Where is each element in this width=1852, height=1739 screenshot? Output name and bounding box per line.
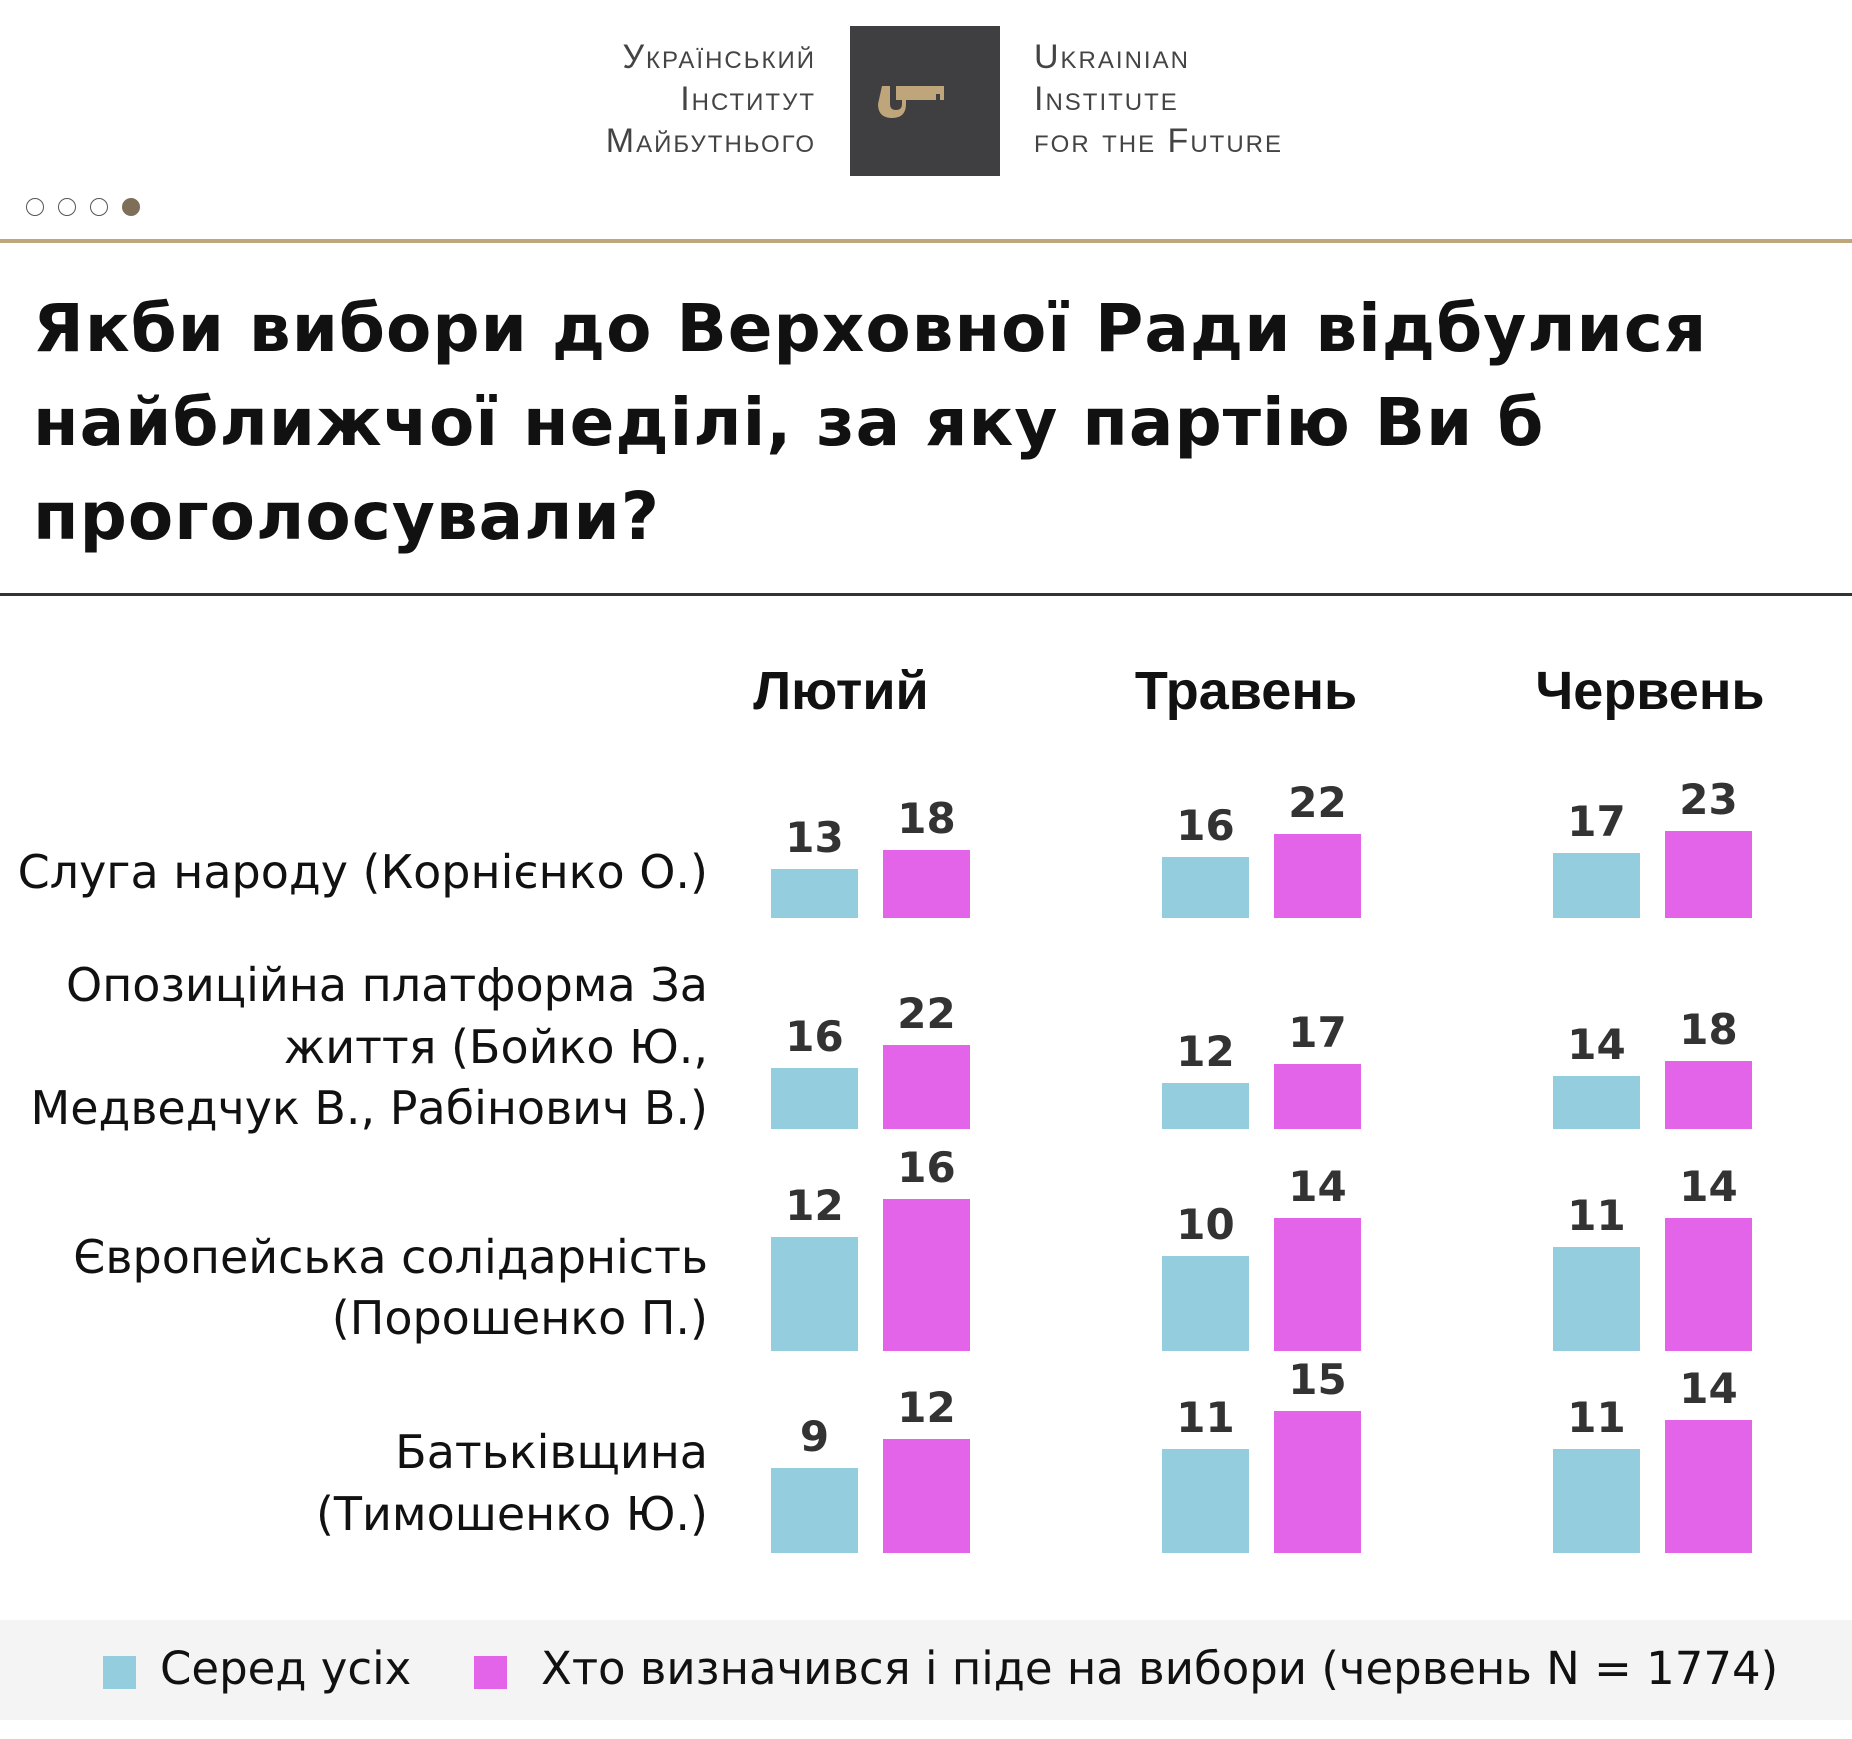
pager-dot-2[interactable] <box>58 198 76 216</box>
data-label: 12 <box>785 1181 844 1230</box>
category-label: Медведчук В., Рабінович В.) <box>30 1081 708 1135</box>
logo-line: Український <box>622 38 816 76</box>
data-label: 11 <box>1567 1392 1626 1442</box>
group-header: Червень <box>1535 661 1765 721</box>
legend-swatch-decided <box>474 1656 507 1689</box>
category-label: (Тимошенко Ю.) <box>315 1487 708 1541</box>
logo-text-ua: Український Інститут Майбутнього <box>606 36 816 162</box>
bar <box>771 1237 858 1351</box>
bar <box>771 1068 858 1129</box>
data-label: 22 <box>897 989 956 1039</box>
pager-dot-3[interactable] <box>90 198 108 216</box>
page-title: Якби вибори до Верховної Ради відбулися … <box>33 290 1708 555</box>
logo-line: Інститут <box>680 80 816 118</box>
category-label: життя (Бойко Ю., <box>283 1020 708 1074</box>
data-label: 10 <box>1176 1200 1235 1249</box>
data-label: 16 <box>785 1012 844 1062</box>
bar <box>1274 1410 1361 1553</box>
bar <box>1274 1064 1361 1129</box>
legend <box>0 1620 1852 1720</box>
legend-swatch-all <box>103 1656 136 1689</box>
bar <box>1162 1448 1249 1553</box>
data-label: 18 <box>1679 1004 1738 1054</box>
bar <box>771 868 858 918</box>
bar <box>771 1467 858 1553</box>
bar <box>883 1045 970 1129</box>
bar <box>1162 1083 1249 1129</box>
data-label: 23 <box>1679 774 1738 824</box>
data-label: 16 <box>897 1143 956 1192</box>
bar <box>1162 857 1249 918</box>
bar <box>883 1199 970 1351</box>
data-label: 12 <box>1176 1027 1235 1077</box>
logo-text-en: Ukrainian Institute for the Future <box>1034 36 1283 162</box>
category-label: Батьківщина <box>395 1425 708 1479</box>
bar <box>1553 1246 1640 1351</box>
category-label: Європейська солідарність <box>73 1230 708 1284</box>
data-label: 14 <box>1567 1019 1626 1069</box>
data-label: 14 <box>1288 1162 1347 1211</box>
divider <box>0 239 1852 243</box>
bar <box>1665 1420 1752 1553</box>
category-label: Опозиційна платформа За <box>66 958 708 1012</box>
bar <box>1665 1218 1752 1351</box>
bar <box>883 1439 970 1553</box>
data-label: 15 <box>1288 1354 1347 1404</box>
data-label: 9 <box>799 1411 830 1461</box>
data-label: 11 <box>1176 1392 1235 1442</box>
bar <box>1665 1060 1752 1129</box>
bar <box>1162 1256 1249 1351</box>
data-label: 13 <box>785 812 844 862</box>
bar <box>1274 834 1361 918</box>
bar <box>1665 830 1752 918</box>
group-header: Лютий <box>753 661 929 721</box>
divider <box>0 593 1852 596</box>
pager-dot-4-active[interactable] <box>122 198 140 216</box>
logo-line: for the Future <box>1034 122 1283 160</box>
logo-key-icon <box>850 26 1000 176</box>
logo-line: Майбутнього <box>605 122 816 160</box>
logo-line: Institute <box>1034 80 1179 118</box>
data-label: 14 <box>1679 1364 1738 1413</box>
data-label: 22 <box>1288 778 1347 828</box>
data-label: 14 <box>1679 1162 1738 1211</box>
bar <box>1553 1075 1640 1129</box>
pager-dot-1[interactable] <box>26 198 44 216</box>
bar <box>883 849 970 918</box>
category-label: (Порошенко П.) <box>331 1291 708 1345</box>
bar <box>1553 1448 1640 1553</box>
data-label: 11 <box>1567 1190 1626 1240</box>
data-label: 16 <box>1176 801 1235 851</box>
legend-label-all: Серед усіх <box>160 1642 412 1695</box>
group-header: Травень <box>1134 661 1358 721</box>
bar <box>1553 853 1640 918</box>
legend-label-decided: Хто визначився і піде на вибори (червень… <box>541 1642 1779 1695</box>
data-label: 12 <box>897 1383 956 1432</box>
logo-line: Ukrainian <box>1034 38 1190 76</box>
data-label: 17 <box>1288 1008 1347 1058</box>
category-label: Слуга народу (Корнієнко О.) <box>17 845 708 899</box>
data-label: 18 <box>897 793 956 843</box>
data-label: 17 <box>1567 797 1626 847</box>
bar <box>1274 1218 1361 1351</box>
